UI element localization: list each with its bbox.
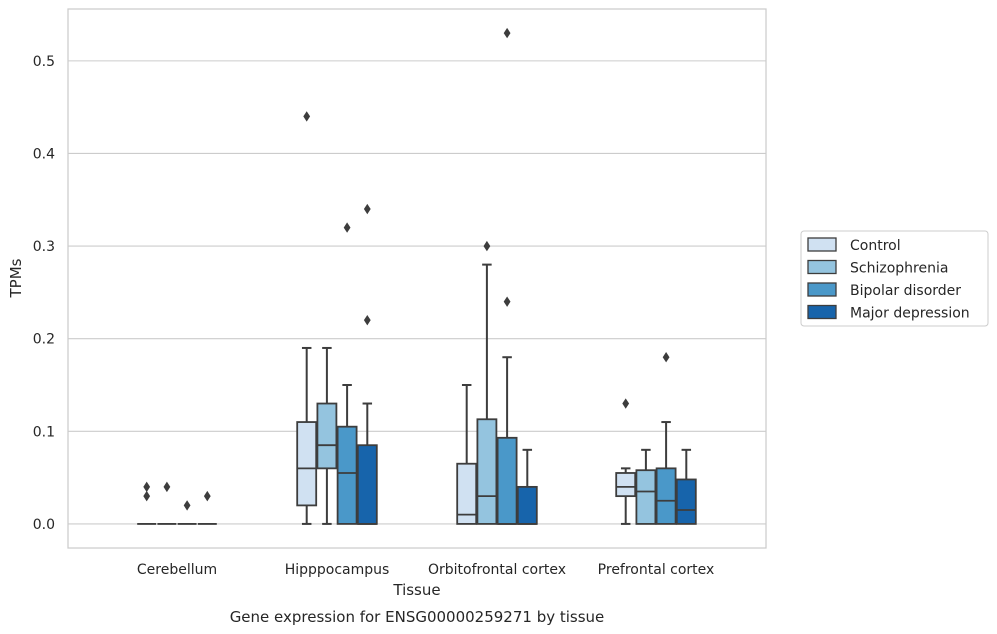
y-axis-label: TPMs	[7, 258, 25, 298]
box	[635, 469, 657, 525]
x-tick-label: Hipppocampus	[285, 562, 390, 578]
legend-swatch	[807, 237, 837, 252]
box-group	[137, 481, 217, 525]
outlier-point	[203, 490, 211, 502]
legend-entry-label: Control	[850, 238, 901, 254]
outlier-point	[143, 481, 151, 493]
y-axis-ticks: 0.0 0.1 0.2 0.3 0.4 0.5	[33, 54, 55, 533]
box	[615, 472, 637, 498]
legend-frame	[800, 230, 989, 327]
box	[296, 421, 318, 507]
legend-swatch	[807, 282, 837, 297]
legend-entry-label: Schizophrenia	[850, 261, 948, 277]
y-tick-label: 0.1	[33, 424, 55, 440]
outlier-point	[503, 296, 511, 307]
outlier-point	[483, 240, 491, 252]
x-tick-label: Cerebellum	[137, 562, 217, 578]
outlier-point	[363, 203, 371, 215]
y-tick-label: 0.0	[33, 517, 55, 533]
box	[336, 425, 358, 525]
legend-entry-label: Major depression	[850, 306, 970, 322]
y-tick-label: 0.4	[33, 146, 55, 162]
box	[476, 418, 498, 525]
x-tick-label: Orbitofrontal cortex	[428, 562, 566, 578]
legend-entry-label: Bipolar disorder	[850, 283, 961, 299]
box	[675, 478, 697, 525]
x-axis-label: Tissue	[392, 581, 440, 599]
box	[456, 462, 478, 525]
outlier-point	[503, 27, 511, 39]
y-tick-label: 0.2	[33, 332, 55, 348]
box	[516, 485, 538, 525]
box	[496, 436, 518, 525]
outlier-point	[143, 490, 151, 502]
legend-swatch	[807, 259, 837, 275]
box	[316, 402, 338, 470]
box	[655, 467, 677, 525]
legend: Control Schizophrenia Bipolar disorder Majo…	[800, 230, 989, 327]
y-tick-label: 0.3	[33, 239, 55, 255]
x-axis-ticks: Cerebellum Hipppocampus Orbitofrontal cort…	[137, 562, 714, 578]
outlier-point	[662, 352, 670, 363]
box-groups	[137, 27, 697, 525]
outlier-point	[303, 111, 311, 122]
box-group	[296, 111, 378, 525]
outlier-point	[343, 222, 351, 233]
outlier-point	[622, 398, 630, 409]
gridlines	[68, 60, 766, 525]
legend-swatch	[807, 304, 837, 320]
outlier-point	[163, 481, 171, 493]
y-tick-label: 0.5	[33, 54, 55, 70]
outlier-point	[183, 500, 191, 511]
x-tick-label: Prefrontal cortex	[598, 562, 715, 578]
box	[356, 444, 378, 525]
box-group	[456, 27, 538, 525]
outlier-point	[363, 314, 371, 326]
chart-caption: Gene expression for ENSG00000259271 by t…	[230, 608, 605, 626]
box-group	[615, 352, 697, 525]
plot-area-frame	[67, 8, 767, 549]
